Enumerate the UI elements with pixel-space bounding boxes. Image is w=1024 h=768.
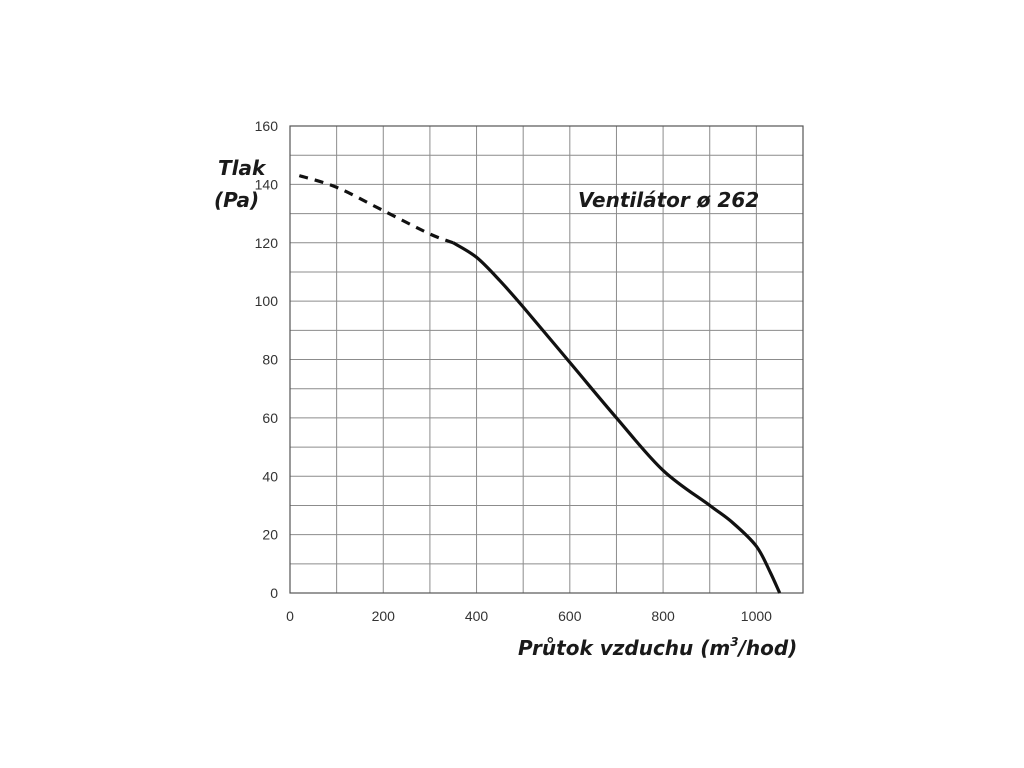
chart-series: [298, 174, 782, 594]
y-tick-label: 80: [262, 352, 278, 368]
chart-title: Ventilátor ø 262: [578, 188, 759, 212]
x-axis-title-main: Průtok vzduchu (m: [518, 636, 730, 660]
y-axis-title-line2: (Pa): [214, 188, 259, 212]
y-tick-label: 40: [262, 468, 278, 484]
y-tick-label: 120: [255, 235, 279, 251]
y-tick-label: 0: [270, 585, 278, 601]
plot-frame: [289, 125, 804, 594]
y-tick-label: 60: [262, 410, 278, 426]
x-tick-label: 600: [558, 608, 582, 624]
x-tick-labels: 0 200 400 600 800 1000: [286, 608, 772, 624]
series-line-solid: [452, 241, 782, 594]
x-tick-label: 400: [465, 608, 489, 624]
y-tick-label: 140: [255, 176, 279, 192]
y-tick-labels: 0 20 40 60 80 100 120 140 160: [255, 118, 279, 601]
x-axis-title-superscript: 3: [730, 635, 738, 649]
y-tick-label: 100: [255, 293, 279, 309]
x-tick-label: 1000: [741, 608, 772, 624]
x-axis-title-tail: /hod): [737, 636, 798, 660]
y-tick-label: 20: [262, 527, 278, 543]
x-tick-label: 200: [372, 608, 396, 624]
chart-axes: [289, 125, 804, 594]
y-axis-title-line1: Tlak: [218, 156, 267, 180]
x-tick-label: 800: [651, 608, 675, 624]
x-axis-title: Průtok vzduchu (m3/hod): [518, 635, 797, 660]
x-tick-label: 0: [286, 608, 294, 624]
y-tick-label: 160: [255, 118, 279, 134]
